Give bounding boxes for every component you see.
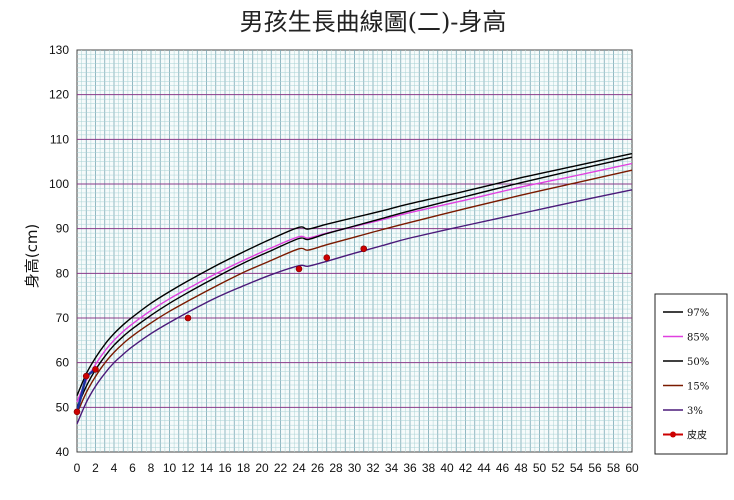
- x-tick-label: 42: [459, 461, 473, 475]
- y-tick-label: 110: [50, 132, 69, 146]
- x-tick-label: 4: [111, 461, 118, 475]
- legend-label: 85%: [687, 333, 709, 344]
- percentile-lines: [76, 152, 633, 425]
- x-tick-label: 50: [533, 461, 547, 475]
- x-tick-label: 16: [218, 461, 232, 475]
- measurement-point: [295, 265, 303, 273]
- percentile-line-15pct: [76, 169, 633, 414]
- x-tick-label: 40: [440, 461, 454, 475]
- x-tick-label: 24: [292, 461, 306, 475]
- x-tick-label: 2: [92, 461, 99, 475]
- measurement-point: [82, 372, 90, 380]
- y-tick-label: 130: [49, 43, 69, 57]
- x-tick-label: 32: [366, 461, 380, 475]
- x-tick-label: 12: [181, 461, 195, 475]
- y-tick-label: 40: [56, 445, 70, 459]
- axis-ticks: 0 2 4 6 8 10 12 14 16 18 20 22 24 26 28 30 32 34 36 38 40 42 4…: [49, 43, 639, 475]
- x-tick-label: 60: [625, 461, 639, 475]
- x-tick-label: 8: [148, 461, 155, 475]
- x-tick-label: 48: [514, 461, 528, 475]
- y-tick-label: 90: [56, 222, 70, 236]
- x-tick-label: 58: [607, 461, 621, 475]
- x-tick-label: 20: [255, 461, 269, 475]
- legend-label: 15%: [687, 382, 709, 393]
- x-tick-label: 10: [163, 461, 177, 475]
- x-tick-label: 26: [311, 461, 325, 475]
- x-tick-label: 34: [385, 461, 399, 475]
- legend-label: 97%: [687, 308, 709, 319]
- x-tick-label: 56: [588, 461, 602, 475]
- x-tick-label: 28: [329, 461, 343, 475]
- measurement-point: [323, 254, 331, 262]
- x-tick-label: 54: [570, 461, 584, 475]
- y-tick-label: 60: [56, 356, 70, 370]
- child-measurements: [73, 245, 368, 416]
- x-tick-label: 14: [200, 461, 214, 475]
- y-tick-label: 120: [49, 88, 69, 102]
- measurement-point: [92, 366, 99, 373]
- legend-label: 50%: [687, 357, 709, 368]
- percentile-line-85pct: [76, 162, 633, 403]
- x-tick-label: 22: [274, 461, 288, 475]
- x-tick-label: 30: [348, 461, 362, 475]
- percentile-line-3pct: [76, 189, 633, 425]
- legend-box: [654, 293, 728, 455]
- percentile-line-50pct: [76, 156, 633, 409]
- x-tick-label: 18: [237, 461, 251, 475]
- x-tick-label: 46: [496, 461, 510, 475]
- legend-label: 皮皮: [687, 429, 707, 442]
- measurement-point: [73, 408, 81, 416]
- legend: 97% 85% 50% 15% 3% 皮皮: [654, 293, 728, 455]
- x-tick-label: 36: [403, 461, 417, 475]
- y-tick-label: 100: [49, 177, 69, 191]
- percentile-line-97pct: [76, 152, 633, 396]
- x-tick-label: 44: [477, 461, 491, 475]
- legend-marker: [670, 431, 676, 438]
- x-tick-label: 38: [422, 461, 436, 475]
- x-tick-label: 6: [129, 461, 136, 475]
- y-tick-label: 80: [56, 266, 70, 280]
- plot-grid: [76, 49, 633, 453]
- y-tick-label: 50: [56, 400, 70, 414]
- x-tick-label: 52: [551, 461, 565, 475]
- measurement-point: [360, 245, 368, 253]
- measurement-point: [184, 314, 192, 322]
- x-tick-label: 0: [74, 461, 81, 475]
- legend-label: 3%: [687, 406, 703, 417]
- chart-title: 男孩生長曲線圖(二)-身高: [240, 8, 507, 36]
- y-tick-label: 70: [56, 311, 70, 325]
- y-axis-label: 身高(cm): [23, 224, 41, 289]
